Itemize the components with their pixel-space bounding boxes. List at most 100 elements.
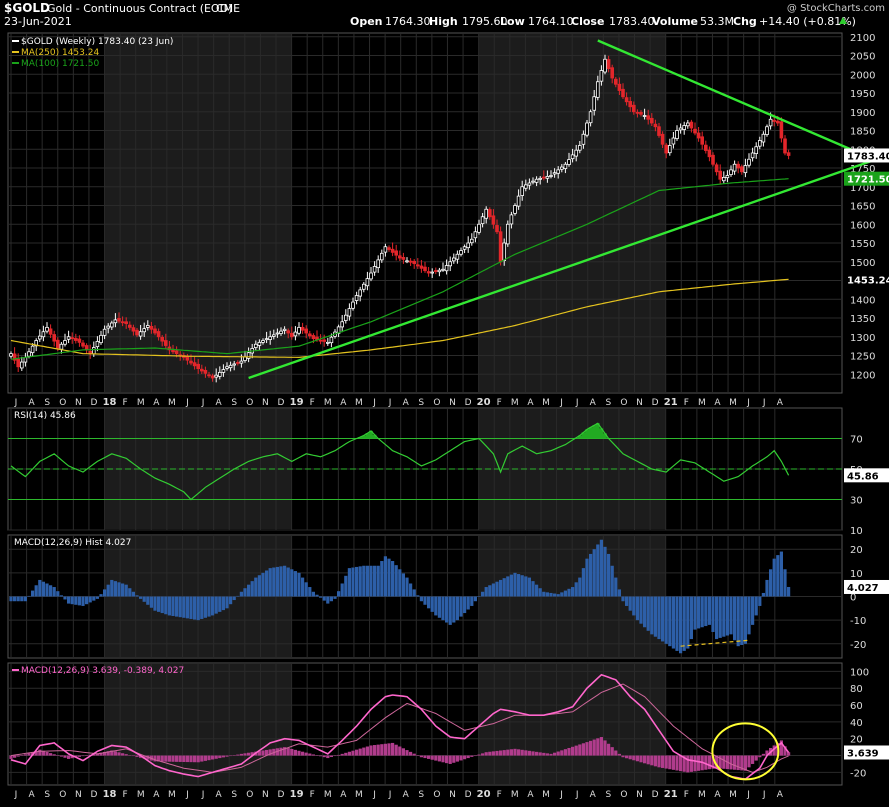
x-tick-label: 20: [477, 397, 491, 408]
candle-body: [228, 364, 233, 369]
macd-value-tag-bg: [844, 745, 889, 760]
macd-hist-bar: [301, 751, 305, 756]
y-tick-label: 1700: [850, 183, 875, 194]
y-tick-label: 10: [850, 526, 863, 537]
y-tick-label: 10: [850, 569, 863, 580]
candle-body: [163, 340, 168, 346]
x-tick-label: J: [575, 790, 579, 800]
macd-hist-bar: [542, 752, 546, 756]
hist-bar: [711, 596, 715, 632]
macd-hist-bar: [146, 755, 150, 760]
macd-hist-bar: [621, 755, 625, 758]
macd-hist-bar: [509, 749, 513, 756]
hist-bar: [74, 596, 78, 605]
hist-bar: [283, 565, 287, 597]
hist-bar: [423, 596, 427, 605]
hist-bar: [268, 568, 272, 597]
candle-body: [711, 154, 715, 165]
candle-body: [275, 332, 280, 335]
legend-entry: $GOLD (Weekly) 1783.40 (23 Jun): [21, 37, 173, 47]
hist-bar: [128, 588, 132, 597]
macd-hist-tag: 4.027: [847, 583, 879, 594]
macd-hist-bar: [520, 749, 524, 756]
y-tick-label: 0: [850, 593, 856, 604]
x-tick-label: N: [262, 790, 269, 800]
hist-bar: [207, 596, 211, 617]
hist-bar: [121, 583, 125, 597]
x-tick-label: J: [14, 398, 18, 408]
candle-body: [495, 225, 499, 233]
macd-hist-bar: [175, 755, 179, 762]
macd-hist-bar: [81, 755, 85, 757]
hist-bar: [715, 596, 719, 640]
macd-hist-bar: [743, 755, 747, 771]
macd-hist-bar: [729, 755, 733, 770]
hist-bar: [430, 596, 434, 612]
macd-hist-bar: [351, 750, 355, 756]
macd-hist-bar: [715, 755, 719, 769]
hist-bar: [787, 586, 791, 597]
hist-bar: [369, 565, 373, 597]
x-tick-label: J: [201, 790, 205, 800]
x-tick-label: F: [684, 398, 689, 408]
hist-bar: [441, 596, 445, 621]
x-tick-label: M: [137, 398, 145, 408]
x-tick-label: J: [14, 790, 18, 800]
macd-hist-bar: [257, 751, 261, 756]
candle-body: [405, 260, 409, 263]
x-tick-label: S: [605, 790, 611, 800]
hist-bar: [765, 579, 769, 597]
hist-bar: [679, 596, 683, 654]
macd-hist-legend: MACD(12,26,9) Hist 4.027: [14, 538, 131, 548]
macd-hist-bar: [524, 750, 528, 756]
candle-body: [408, 260, 413, 263]
hist-bar: [171, 596, 175, 617]
hist-bar: [337, 591, 341, 597]
candle-body: [66, 336, 71, 340]
macd-hist-bar: [610, 747, 614, 756]
candle-body: [707, 149, 712, 158]
candle-body: [545, 176, 550, 179]
macd-hist-bar: [596, 738, 600, 756]
volume-value: 53.3M: [700, 15, 734, 28]
macd-hist-bar: [185, 755, 189, 763]
hist-bar: [13, 596, 17, 602]
macd-hist-bar: [340, 753, 344, 756]
x-tick-label: J: [559, 398, 563, 408]
ma250-line: [10, 278, 789, 359]
x-tick-label: 18: [103, 789, 117, 800]
macd-hist-bar: [466, 755, 470, 759]
macd-hist-bar: [671, 755, 675, 770]
macd-hist-bar: [380, 744, 384, 756]
y-tick-label: 1550: [850, 239, 875, 250]
candle-body: [142, 328, 147, 333]
ma250-tag-bg: [844, 272, 889, 287]
y-tick-label: 1900: [850, 108, 875, 119]
candle-body: [189, 360, 193, 364]
macd-hist-bar: [247, 752, 251, 756]
hist-bar: [661, 596, 665, 642]
macd-hist-bar: [20, 755, 24, 756]
macd-hist-bar: [304, 752, 308, 756]
x-tick-label: M: [511, 790, 519, 800]
x-tick-label: A: [714, 790, 721, 800]
macd-hist-bar: [243, 753, 247, 756]
candle-body: [322, 339, 326, 342]
macd-hist-bar: [160, 755, 164, 762]
x-tick-label: J: [185, 790, 189, 800]
candle-body: [199, 368, 204, 372]
x-tick-label: A: [777, 790, 784, 800]
macd-hist-bar: [232, 755, 236, 756]
candle-body: [192, 362, 197, 367]
hist-bar: [617, 589, 621, 597]
x-tick-label: N: [636, 398, 643, 408]
x-tick-label: J: [185, 398, 189, 408]
macd-hist-bar: [412, 753, 416, 756]
candle-body: [552, 172, 557, 175]
macd-hist-bar: [106, 751, 110, 756]
candle-body: [286, 330, 290, 334]
hist-bar: [175, 596, 179, 617]
macd-hist-bar: [711, 755, 715, 769]
candle-body: [253, 343, 258, 348]
x-tick-label: D: [465, 398, 472, 408]
